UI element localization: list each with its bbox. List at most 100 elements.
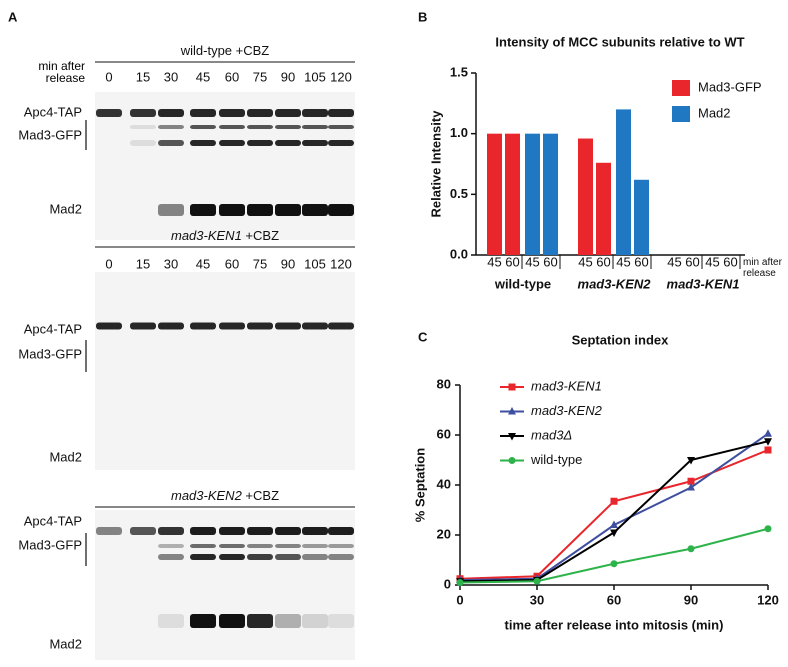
blot-title: mad3-KEN2 +CBZ xyxy=(171,488,279,503)
band xyxy=(219,322,245,330)
lane-label: 75 xyxy=(253,69,267,84)
band xyxy=(302,125,328,129)
band xyxy=(219,527,245,535)
band xyxy=(328,544,354,548)
sub-category-label: 45 xyxy=(616,254,630,269)
band xyxy=(302,140,328,146)
blot-strain: wild-type xyxy=(180,43,232,58)
marker xyxy=(508,407,516,415)
band xyxy=(190,614,216,628)
legend-swatch xyxy=(672,80,690,96)
lane-label: 30 xyxy=(164,256,178,271)
row-label: Mad2 xyxy=(49,636,82,651)
marker xyxy=(533,577,541,585)
band xyxy=(158,204,184,216)
bar xyxy=(596,162,611,255)
y-tick-label: 20 xyxy=(437,526,451,541)
band xyxy=(190,109,216,117)
band xyxy=(302,554,328,560)
band xyxy=(275,527,301,535)
marker xyxy=(764,429,772,437)
band xyxy=(328,109,354,117)
band xyxy=(302,544,328,548)
band xyxy=(190,140,216,146)
x-tick-label: 120 xyxy=(757,592,779,607)
x-tick-label: mad3-KEN1 xyxy=(667,276,740,291)
lane-label: 15 xyxy=(136,69,150,84)
lane-label: 120 xyxy=(330,69,352,84)
lane-label: 105 xyxy=(304,69,326,84)
legend-swatch xyxy=(672,106,690,122)
panel-label: B xyxy=(418,9,427,24)
band xyxy=(158,109,184,117)
lane-label: 45 xyxy=(196,69,210,84)
row-label: Apc4-TAP xyxy=(24,513,82,528)
band xyxy=(275,125,301,129)
blot-image xyxy=(95,272,355,470)
lane-label: 45 xyxy=(196,256,210,271)
band xyxy=(190,322,216,330)
band xyxy=(328,554,354,560)
blot-strain: mad3-KEN2 xyxy=(171,488,243,503)
band xyxy=(247,125,273,129)
x-tick-label: 0 xyxy=(456,592,463,607)
x-note: min after release xyxy=(743,257,782,279)
legend-label: mad3-KEN1 xyxy=(531,378,602,393)
y-axis-label: Relative Intensity xyxy=(428,110,443,218)
band xyxy=(190,544,216,548)
lane-label: 105 xyxy=(304,256,326,271)
lane-label: 75 xyxy=(253,256,267,271)
marker xyxy=(764,525,772,533)
y-tick-label: 0.5 xyxy=(450,186,468,201)
x-tick-label: 60 xyxy=(607,592,621,607)
band xyxy=(219,140,245,146)
band xyxy=(158,614,184,628)
row-label: Apc4-TAP xyxy=(24,321,82,336)
lane-label: 0 xyxy=(105,256,112,271)
band xyxy=(158,544,184,548)
sub-category-label: 60 xyxy=(685,254,699,269)
band xyxy=(328,140,354,146)
legend-label: mad3Δ xyxy=(531,427,572,442)
band xyxy=(219,109,245,117)
sub-category-label: 60 xyxy=(634,254,648,269)
band xyxy=(247,322,273,330)
band xyxy=(275,140,301,146)
lane-label: 90 xyxy=(281,69,295,84)
band xyxy=(328,614,354,628)
band xyxy=(328,204,354,216)
band xyxy=(130,527,156,535)
marker xyxy=(508,457,516,464)
sub-category-label: 45 xyxy=(578,254,592,269)
y-tick-label: 40 xyxy=(437,476,451,491)
band xyxy=(247,544,273,548)
band xyxy=(328,125,354,129)
sub-category-label: 45 xyxy=(525,254,539,269)
band xyxy=(190,527,216,535)
row-label: Mad2 xyxy=(49,201,82,216)
row-label: Apc4-TAP xyxy=(24,104,82,119)
band xyxy=(247,527,273,535)
band xyxy=(219,614,245,628)
sub-category-label: 45 xyxy=(667,254,681,269)
bar xyxy=(543,133,558,255)
band xyxy=(275,322,301,330)
band xyxy=(302,614,328,628)
sub-category-label: 60 xyxy=(723,254,737,269)
blot-title: mad3-KEN1 +CBZ xyxy=(171,228,279,243)
lane-label: 30 xyxy=(164,69,178,84)
band xyxy=(302,322,328,330)
row-label: Mad2 xyxy=(49,449,82,464)
bar xyxy=(578,138,593,255)
blot-title: wild-type +CBZ xyxy=(180,43,270,58)
legend-label: Mad2 xyxy=(698,105,731,120)
blot-condition: +CBZ xyxy=(245,228,279,243)
band xyxy=(328,527,354,535)
legend-label: mad3-KEN2 xyxy=(531,403,603,418)
band xyxy=(158,322,184,330)
legend-label: Mad3-GFP xyxy=(698,79,762,94)
band xyxy=(130,322,156,330)
band xyxy=(158,554,184,560)
band xyxy=(302,109,328,117)
